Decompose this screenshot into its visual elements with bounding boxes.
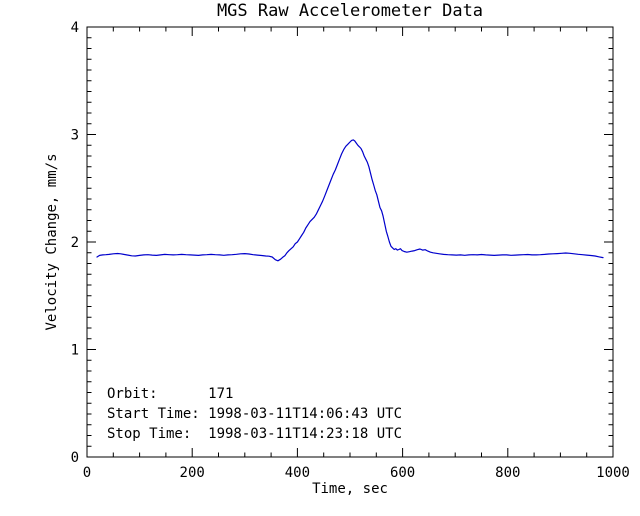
y-tick-label: 4 xyxy=(71,20,79,36)
axis-tick-labels: 0 200 400 600 800 1000 0 1 2 3 4 xyxy=(71,20,630,481)
x-tick-label: 600 xyxy=(390,465,415,481)
x-tick-label: 800 xyxy=(495,465,520,481)
y-tick-label: 2 xyxy=(71,235,79,251)
y-axis-label: Velocity Change, mm/s xyxy=(44,153,60,330)
x-tick-label: 400 xyxy=(285,465,310,481)
chart-title: MGS Raw Accelerometer Data xyxy=(217,1,483,21)
annotation-stop-time: Stop Time: 1998-03-11T14:23:18 UTC xyxy=(107,426,402,442)
x-axis-label: Time, sec xyxy=(312,481,388,497)
annotation-start-time: Start Time: 1998-03-11T14:06:43 UTC xyxy=(107,406,402,422)
y-tick-label: 1 xyxy=(71,343,79,359)
annotation-orbit: Orbit: 171 xyxy=(107,386,233,402)
y-tick-label: 0 xyxy=(71,450,79,466)
y-tick-label: 3 xyxy=(71,128,79,144)
x-tick-label: 0 xyxy=(83,465,91,481)
x-tick-label: 1000 xyxy=(596,465,630,481)
plot-frame xyxy=(86,26,614,458)
x-tick-label: 200 xyxy=(180,465,205,481)
velocity-series-line xyxy=(96,139,604,262)
